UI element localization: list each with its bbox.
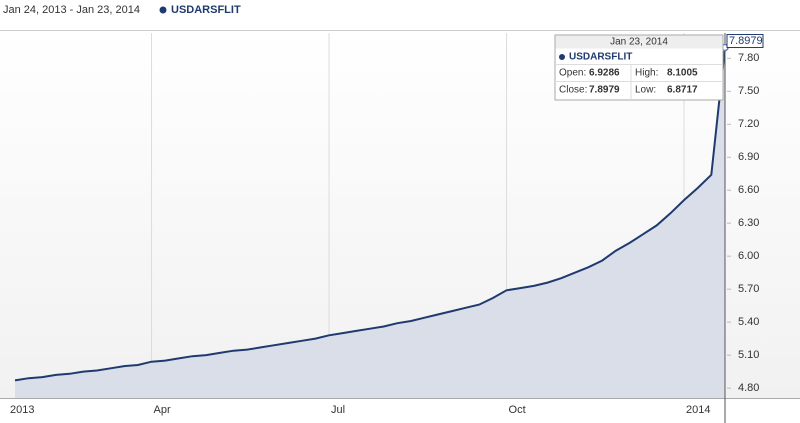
tooltip-series: USDARSFLIT	[569, 52, 632, 63]
y-tick-label: 5.40	[738, 316, 759, 328]
y-tick-label: 7.80	[738, 52, 759, 64]
tooltip-label: Close:	[559, 85, 587, 96]
y-tick-label: 6.00	[738, 250, 759, 262]
tooltip-value: 7.8979	[589, 85, 620, 96]
value-label-box	[726, 34, 764, 49]
x-tick-label: Jul	[331, 404, 345, 416]
y-tick-label: 6.30	[738, 217, 759, 229]
tooltip-value: 6.8717	[667, 85, 698, 96]
tooltip-label: High:	[635, 68, 658, 79]
x-tick-label: 2014	[686, 404, 710, 416]
y-tick-label: 7.50	[738, 85, 759, 97]
x-tick-label: Apr	[154, 404, 171, 416]
tooltip-value: 8.1005	[667, 68, 698, 79]
value-label: 7.8979	[729, 35, 763, 47]
y-tick-label: 4.80	[738, 382, 759, 394]
line	[14, 47, 726, 382]
tooltip-header	[555, 35, 723, 49]
x-tick-label: Oct	[509, 404, 526, 416]
tooltip-value: 6.9286	[589, 68, 620, 79]
x-tick-label: 2013	[10, 404, 34, 416]
y-tick-label: 6.90	[738, 151, 759, 163]
tooltip-dot	[559, 54, 565, 60]
y-tick-label: 6.60	[738, 184, 759, 196]
area	[15, 47, 725, 398]
tooltip-label: Low:	[635, 85, 656, 96]
y-tick-label: 5.10	[738, 349, 759, 361]
subtitle: Jan 24, 2013 - Jan 23, 2014	[3, 4, 140, 16]
tooltip: Jan 23, 2014 USDARSFLIT Open: 6.9286 High: 8.…	[554, 34, 724, 101]
tooltip-label: Open:	[559, 68, 586, 79]
tooltip-date: Jan 23, 2014	[610, 37, 668, 48]
legend-dot	[159, 6, 167, 14]
y-tick-label: 5.70	[738, 283, 759, 295]
y-tick-label: 7.20	[738, 118, 759, 130]
legend-label: USDARSFLIT	[171, 4, 241, 16]
